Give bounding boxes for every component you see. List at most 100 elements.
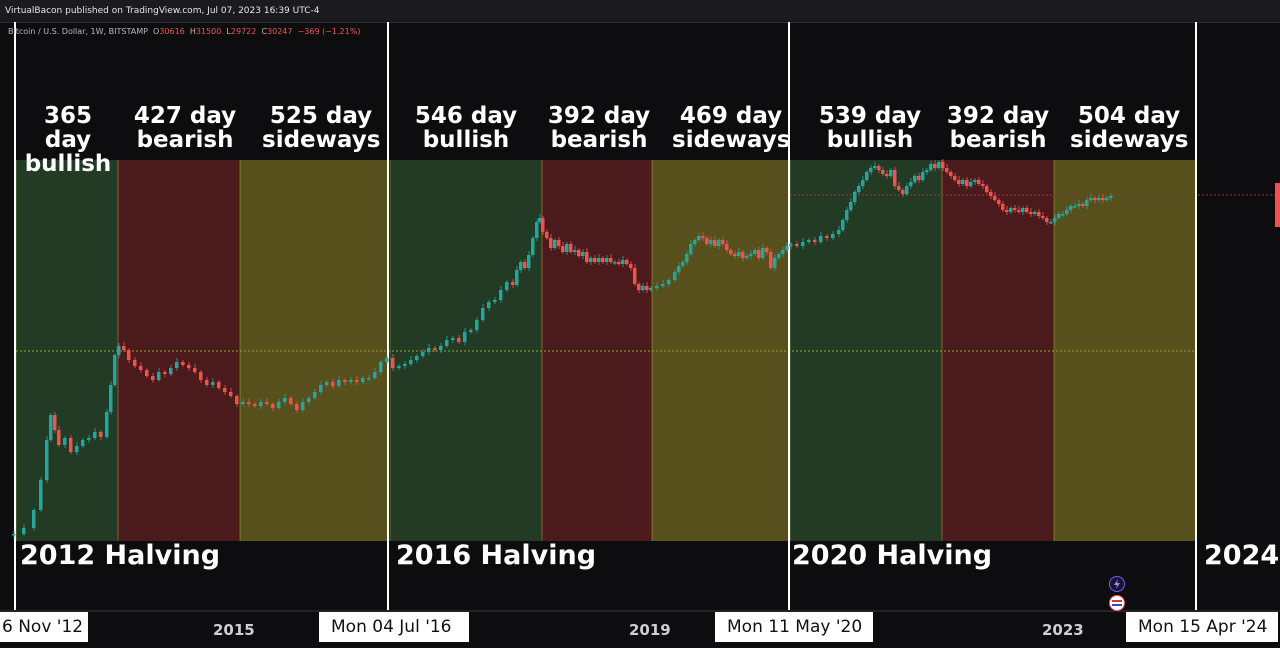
flag-icon[interactable]	[1109, 595, 1125, 611]
candle	[253, 404, 257, 406]
candle	[87, 438, 91, 440]
candle	[57, 430, 61, 445]
candle	[957, 180, 961, 184]
candle	[901, 190, 905, 194]
candle	[45, 440, 49, 480]
candle	[367, 378, 371, 380]
candle	[573, 250, 577, 252]
candle	[949, 172, 953, 176]
candle	[475, 320, 479, 330]
candle	[535, 222, 539, 238]
candle	[337, 380, 341, 386]
candle	[667, 280, 671, 284]
candle	[845, 210, 849, 220]
candle	[941, 162, 945, 168]
phase-type: bullish	[24, 151, 112, 177]
phase-label: 539 day bullish	[818, 104, 922, 152]
candle	[1025, 208, 1029, 212]
candle	[379, 362, 383, 372]
candle	[247, 402, 251, 404]
candle	[439, 346, 443, 350]
candle	[63, 438, 67, 445]
candle	[921, 172, 925, 180]
candle	[1005, 210, 1009, 212]
candle	[241, 402, 245, 404]
candle	[757, 250, 761, 258]
candle	[1057, 214, 1061, 218]
year-tick-2015: 2015	[213, 621, 255, 639]
candle	[717, 240, 721, 246]
phase-duration: 365 day	[43, 103, 92, 153]
candle	[217, 382, 221, 388]
halving-label-2016: 2016 Halving	[396, 540, 597, 571]
candle	[538, 218, 542, 222]
candle	[953, 176, 957, 180]
candle	[545, 232, 549, 238]
candle	[415, 356, 419, 360]
candle	[609, 258, 613, 262]
candle	[277, 402, 281, 408]
candle	[561, 246, 565, 252]
candle	[193, 368, 197, 372]
candle	[781, 250, 785, 254]
candle	[349, 380, 353, 382]
candle	[961, 180, 965, 184]
price-scale-marker	[1275, 183, 1280, 227]
candle	[925, 170, 929, 172]
candle	[397, 366, 401, 368]
candle	[523, 262, 527, 268]
candle	[409, 360, 413, 364]
candle	[853, 192, 857, 202]
bearish-zone	[118, 160, 240, 541]
candle	[905, 186, 909, 194]
candle	[565, 244, 569, 252]
candle	[801, 242, 805, 246]
candle	[223, 388, 227, 392]
change-value: −369 (−1.21%)	[297, 27, 361, 36]
candle	[685, 254, 689, 262]
candle	[511, 282, 515, 285]
candle	[553, 240, 557, 248]
candle	[301, 402, 305, 410]
candle	[259, 402, 263, 406]
candle	[737, 252, 741, 256]
candle	[1077, 204, 1081, 206]
candle	[697, 236, 701, 240]
candle	[445, 340, 449, 346]
candle	[39, 480, 43, 510]
candle	[569, 244, 573, 252]
candle	[1109, 196, 1113, 198]
candle	[69, 438, 73, 452]
candle	[785, 246, 789, 250]
candle	[427, 348, 431, 352]
candle	[49, 415, 53, 440]
candle	[1009, 208, 1013, 212]
candle	[721, 240, 725, 244]
candle	[1105, 198, 1109, 200]
candle	[157, 372, 161, 380]
candle	[993, 196, 997, 200]
candle	[151, 376, 155, 380]
candle	[705, 238, 709, 244]
candle	[113, 355, 117, 385]
candle	[145, 370, 149, 376]
lightning-icon[interactable]	[1109, 576, 1125, 592]
candle	[451, 338, 455, 340]
candle	[531, 238, 535, 255]
candle	[487, 302, 491, 308]
candle	[841, 220, 845, 230]
candle	[637, 284, 641, 290]
candle	[117, 346, 121, 355]
candle	[733, 254, 737, 256]
publish-bar: VirtualBacon published on TradingView.co…	[0, 0, 1280, 23]
candle	[917, 176, 921, 180]
candle	[649, 288, 653, 290]
candle	[549, 238, 553, 248]
phase-duration: 427 day	[133, 103, 237, 129]
candle	[873, 166, 877, 168]
candle	[175, 362, 179, 368]
halving-label-2020: 2020 Halving	[792, 540, 993, 571]
candle	[81, 440, 85, 446]
candle	[1049, 222, 1053, 224]
